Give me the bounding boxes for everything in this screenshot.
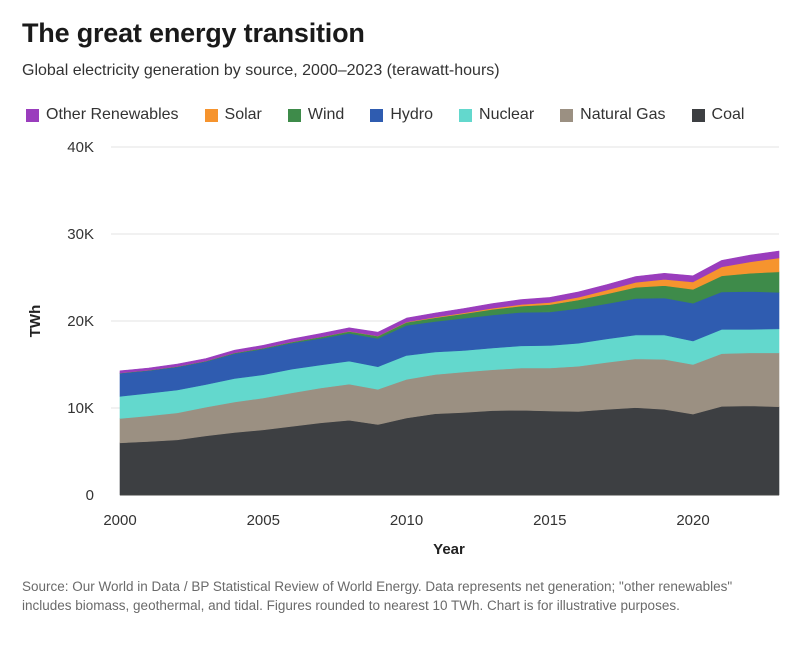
stacked-area-chart: 0 10K 20K 30K 40K 2000 2005 2010 2015 2020 Year TWh [27, 139, 780, 558]
legend-item-nuclear: Nuclear [459, 106, 534, 124]
legend-label-natural-gas: Natural Gas [580, 106, 666, 123]
legend-item-solar: Solar [204, 106, 262, 124]
y-axis-title: TWh [27, 305, 44, 337]
legend-swatch-natural-gas [560, 108, 574, 122]
area-other-renewables [119, 250, 780, 374]
legend-swatch-nuclear [459, 108, 473, 122]
legend-label-other-renewables: Other Renewables [46, 106, 179, 123]
x-tick-label: 2010 [390, 512, 423, 529]
x-tick-label: 2000 [103, 512, 136, 529]
legend-item-hydro: Hydro [370, 106, 433, 124]
legend-label-solar: Solar [224, 106, 262, 123]
legend-label-wind: Wind [307, 106, 345, 123]
legend-swatch-other-renewables [26, 108, 39, 122]
legend-swatch-coal [691, 108, 705, 122]
legend-item-natural-gas: Natural Gas [560, 106, 666, 124]
y-tick-label: 10K [67, 400, 94, 417]
chart-legend: Other Renewables Solar Wind Hydro Nuclear Nat… [26, 106, 770, 124]
y-tick-label: 0 [86, 487, 94, 504]
legend-item-other-renewables: Other Renewables [26, 106, 179, 124]
legend-item-coal: Coal [691, 106, 745, 124]
legend-item-wind: Wind [287, 106, 345, 124]
legend-label-hydro: Hydro [390, 106, 434, 123]
legend-label-nuclear: Nuclear [479, 106, 535, 123]
legend-swatch-wind [287, 108, 301, 122]
chart-subtitle: Global electricity generation by source,… [22, 62, 500, 79]
legend-swatch-solar [204, 108, 218, 122]
legend-swatch-hydro [370, 108, 384, 122]
source-note: Source: Our World in Data / BP Statistic… [22, 579, 733, 613]
y-tick-label: 40K [67, 139, 94, 156]
y-tick-label: 20K [67, 313, 94, 330]
x-tick-label: 2005 [247, 512, 280, 529]
chart-title: The great energy transition [22, 18, 365, 48]
legend-label-coal: Coal [711, 106, 745, 123]
x-tick-label: 2015 [533, 512, 566, 529]
x-tick-label: 2020 [676, 512, 709, 529]
x-axis-title: Year [433, 541, 465, 558]
y-tick-label: 30K [67, 226, 94, 243]
